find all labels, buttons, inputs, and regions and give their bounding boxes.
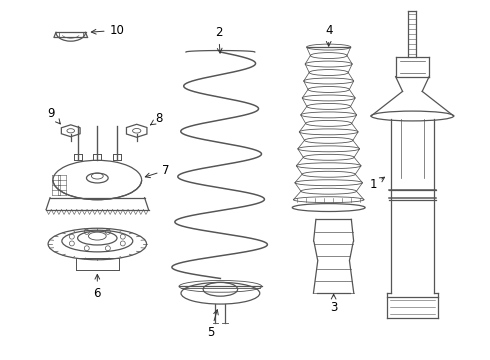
Text: 8: 8 [150,112,163,125]
Text: 1: 1 [369,177,385,192]
Text: 9: 9 [48,107,60,124]
Text: 10: 10 [91,24,124,37]
Text: 3: 3 [330,294,337,315]
Text: 5: 5 [207,310,218,339]
Text: 2: 2 [215,26,222,53]
Text: 7: 7 [146,164,170,178]
Text: 6: 6 [94,274,101,300]
Text: 4: 4 [325,24,332,46]
